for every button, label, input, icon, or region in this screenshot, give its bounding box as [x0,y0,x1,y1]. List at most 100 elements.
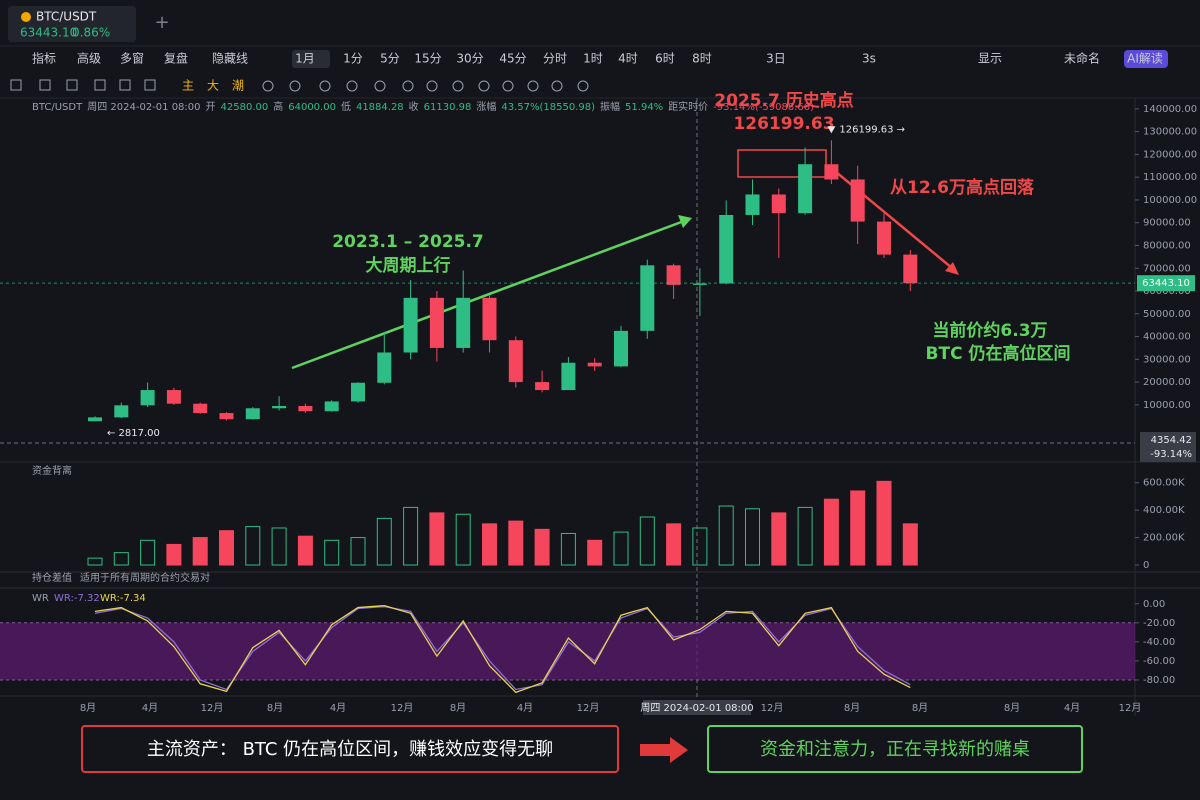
tool-icon[interactable] [551,80,563,92]
candle-body [377,352,392,383]
tool-icon[interactable] [289,80,301,92]
wr-band [0,622,1135,680]
tool-icon[interactable] [478,80,490,92]
candle-body [114,405,129,418]
indicator-readout: WR:-7.32 [54,593,100,604]
info-item: 收 [409,100,419,113]
toolbar-item[interactable]: 3日 [766,52,786,66]
toolbar-item[interactable]: 45分 [499,52,526,66]
info-item: 低 [341,100,351,113]
tool-icon[interactable] [402,80,414,92]
volume-bar [87,557,103,566]
volume-bar [823,498,839,566]
banner-arrow [640,737,688,763]
tool-icon[interactable] [39,79,51,91]
tool-icon[interactable] [527,80,539,92]
ai-button[interactable] [1124,50,1168,68]
tool-tag[interactable]: 潮 [232,78,244,93]
candle-body [877,221,891,255]
tool-icon[interactable] [10,79,22,91]
info-item: 涨幅 [476,100,496,113]
tool-tag[interactable]: 主 [182,79,194,93]
x-tick-label: 8月 [80,702,96,714]
toolbar-item[interactable]: 指标 [32,51,56,66]
info-item: 64000.00 [288,102,336,113]
tool-icon[interactable] [66,79,78,91]
tool-icon[interactable] [262,80,274,92]
x-tick-label: 12月 [201,702,224,714]
panel-label: 持仓差值 [32,571,72,584]
x-tick-label: 4月 [142,702,158,714]
volume-bar [876,480,892,566]
x-tick-label: 12月 [1119,702,1142,714]
arrow-head [945,262,959,275]
volume-bar [797,506,813,566]
toolbar-item[interactable]: 1分 [343,52,363,66]
y-tick-label: -20.00 [1143,618,1175,629]
tool-icon[interactable] [346,80,358,92]
candle-body [719,214,734,284]
peak-marker [827,126,836,134]
banner-right [707,725,1083,773]
toolbar-item[interactable]: 6时 [655,52,675,66]
toolbar-item[interactable]: 未命名 [1064,51,1100,66]
y-tick-label: 0.00 [1143,599,1165,610]
toolbar-item[interactable]: 1月 [295,52,315,66]
toolbar-item[interactable]: 分时 [543,52,567,66]
toolbar-item[interactable]: 5分 [380,52,400,66]
y-tick-label: 140000.00 [1143,104,1197,115]
y-tick-label: -80.00 [1143,675,1175,686]
tool-icon[interactable] [426,80,438,92]
toolbar-item[interactable]: 15分 [414,52,441,66]
y-tick-label: 50000.00 [1143,309,1191,320]
tool-icon[interactable] [94,79,106,91]
indicator-readout: WR:-7.34 [100,593,146,604]
tool-icon[interactable] [502,80,514,92]
tool-icon[interactable] [319,80,331,92]
toolbar-item[interactable]: 30分 [456,52,483,66]
banner-text: 资金和注意力，正在寻找新的赌桌 [760,739,1030,760]
candle-body [824,164,839,180]
tool-icon[interactable] [452,80,464,92]
y-tick-label: 90000.00 [1143,218,1191,229]
volume-bar [718,505,734,566]
symbol-tab[interactable] [8,6,136,42]
y-tick-label: 130000.00 [1143,127,1197,138]
candle-body [193,403,208,414]
toolbar-item[interactable]: 3s [862,52,876,66]
toolbar-item[interactable]: 高级 [77,51,101,66]
candle-body [140,390,155,406]
candle-body [561,362,576,391]
coin-icon [21,12,31,22]
info-item: 开 [206,102,216,113]
x-tick-label: 8月 [267,702,283,714]
toolbar-item[interactable]: AI解读 [1127,52,1163,66]
candle-body [587,362,602,367]
tool-icon[interactable] [119,79,131,91]
tool-icon[interactable] [144,79,156,91]
volume-bar [271,527,287,566]
candle-body [403,297,418,353]
toolbar-item[interactable]: 8时 [692,52,712,66]
toolbar-item[interactable]: 隐藏线 [212,52,248,66]
y-tick-label: 0 [1143,560,1149,571]
toolbar-item[interactable]: 1时 [583,52,603,66]
toolbar-item[interactable]: 复盘 [164,51,188,66]
tool-icon[interactable] [577,80,589,92]
candle-body [429,297,444,348]
annotation: 当前价约6.3万 [932,320,1047,341]
volume-bar [560,532,576,566]
timeframe-select[interactable] [292,50,330,68]
x-tick-label: 8月 [450,702,466,714]
toolbar-item[interactable]: 多窗 [120,52,144,66]
toolbar-item[interactable]: 显示 [978,52,1002,66]
volume-bar [850,490,866,566]
tool-icon[interactable] [374,80,386,92]
add-tab[interactable]: + [154,12,169,33]
y-tick-label: 110000.00 [1143,172,1197,183]
volume-bar [429,512,445,566]
x-tick-label: 12月 [391,702,414,714]
tool-tag[interactable]: 大 [207,79,219,93]
toolbar-item[interactable]: 4时 [618,52,638,66]
